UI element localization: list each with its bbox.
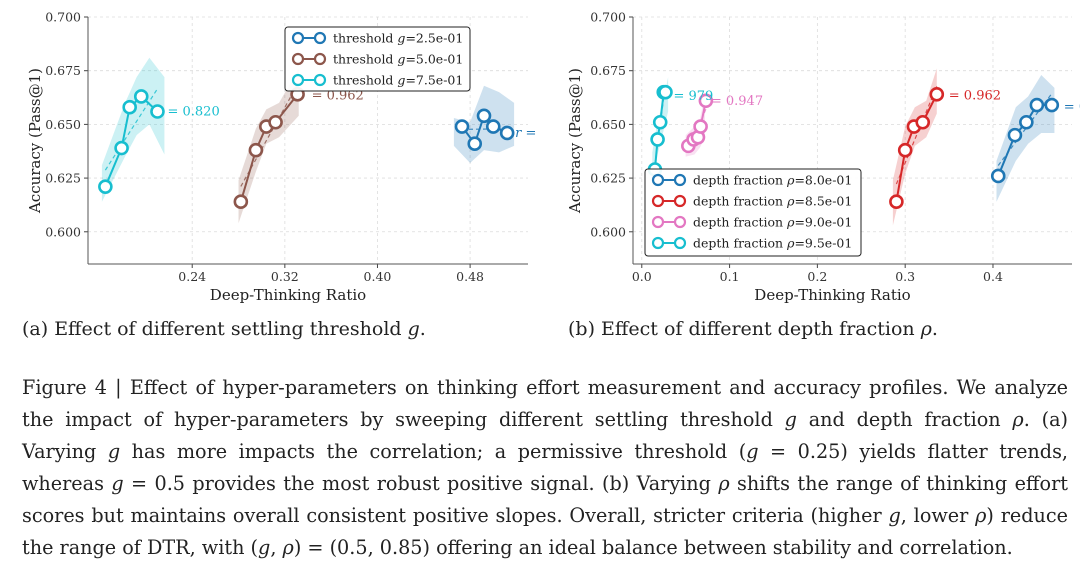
x-tick-label-a: 0.32 bbox=[271, 269, 299, 284]
data-point bbox=[499, 125, 515, 141]
correlation-label: = 979 bbox=[673, 89, 713, 104]
data-point bbox=[98, 179, 113, 194]
y-tick-label-a: 0.650 bbox=[45, 117, 81, 132]
y-axis-title-a: Accuracy (Pass@1) bbox=[26, 68, 44, 214]
x-tick-label-a: 0.40 bbox=[364, 269, 392, 284]
subcaption-b: (b) Effect of different depth fraction ρ… bbox=[568, 318, 938, 340]
legend-marker bbox=[673, 173, 687, 187]
data-point bbox=[454, 119, 470, 134]
legend-marker bbox=[673, 194, 687, 208]
data-point bbox=[929, 87, 945, 102]
x-tick-label-b: 0.3 bbox=[895, 269, 915, 284]
y-tick-label-b: 0.700 bbox=[590, 10, 626, 25]
confidence-band bbox=[238, 68, 299, 224]
legend-entry: depth fraction ρ=9.0e-01 bbox=[693, 215, 852, 230]
correlation-label: = 0.962 bbox=[949, 88, 1001, 103]
data-point bbox=[268, 114, 283, 130]
x-axis-title-a: Deep-Thinking Ratio bbox=[210, 286, 366, 304]
y-axis-title-b: Accuracy (Pass@1) bbox=[566, 68, 584, 214]
data-point bbox=[889, 194, 904, 210]
y-tick-label-a: 0.675 bbox=[45, 63, 81, 78]
subcaption-a: (a) Effect of different settling thresho… bbox=[22, 318, 426, 340]
data-point bbox=[1019, 114, 1034, 130]
legend-marker bbox=[291, 31, 305, 45]
y-tick-label-b: 0.675 bbox=[590, 63, 626, 78]
correlation-label: = 0.820 bbox=[167, 105, 219, 120]
chart-effect-of-threshold: 0.24 0.32 0.40 0.48 0.600 0.625 0.650 0.675 0.70… bbox=[26, 10, 540, 305]
correlation-label: = 0.916 bbox=[1064, 100, 1080, 115]
legend-entry: threshold g=2.5e-01 bbox=[333, 31, 463, 46]
x-tick-label-a: 0.48 bbox=[456, 269, 484, 284]
data-point bbox=[1007, 127, 1023, 143]
data-point bbox=[233, 194, 249, 210]
x-tick-label-b: 0.0 bbox=[632, 269, 652, 284]
y-tick-label-a: 0.625 bbox=[45, 171, 81, 186]
data-point bbox=[658, 84, 673, 100]
data-point bbox=[114, 140, 129, 156]
figure-caption: Figure 4 | Effect of hyper-parameters on… bbox=[22, 372, 1068, 564]
legend-entry: threshold g=7.5e-01 bbox=[333, 73, 463, 88]
y-tick-label-a: 0.700 bbox=[45, 10, 81, 25]
legend-marker bbox=[651, 173, 665, 187]
x-tick-label-a: 0.24 bbox=[178, 269, 206, 284]
data-point bbox=[485, 119, 501, 134]
data-point bbox=[698, 93, 714, 109]
data-point bbox=[1029, 97, 1045, 113]
legend-marker bbox=[651, 194, 665, 208]
y-tick-label-b: 0.625 bbox=[590, 171, 626, 186]
legend-marker bbox=[291, 52, 305, 66]
y-tick-label-b: 0.600 bbox=[590, 224, 626, 239]
x-tick-label-b: 0.2 bbox=[807, 269, 827, 284]
x-tick-label-b: 0.1 bbox=[720, 269, 740, 284]
data-point bbox=[476, 108, 492, 124]
data-point bbox=[1044, 97, 1060, 113]
legend-marker bbox=[673, 215, 687, 229]
data-point bbox=[693, 119, 708, 134]
data-point bbox=[467, 136, 483, 152]
correlation-label: r = 0.012 bbox=[515, 126, 540, 141]
legend-marker bbox=[651, 215, 665, 229]
legend-entry: depth fraction ρ=9.5e-01 bbox=[693, 236, 852, 251]
figure-caption-head: Figure 4 | Effect of hyper-parameters on… bbox=[22, 376, 949, 399]
legend-box-b bbox=[644, 168, 862, 257]
legend-marker bbox=[291, 73, 305, 87]
data-point bbox=[897, 142, 913, 158]
data-point bbox=[990, 168, 1006, 184]
y-tick-label-b: 0.650 bbox=[590, 117, 626, 132]
correlation-label: = 0.947 bbox=[711, 94, 763, 109]
trend-line bbox=[240, 84, 299, 187]
data-point bbox=[652, 114, 668, 130]
legend-marker bbox=[313, 73, 327, 87]
correlation-label: = 0.962 bbox=[312, 88, 364, 103]
legend-marker bbox=[313, 52, 327, 66]
x-axis-title-b: Deep-Thinking Ratio bbox=[754, 286, 910, 304]
data-point bbox=[248, 142, 264, 158]
legend-entry: depth fraction ρ=8.0e-01 bbox=[693, 173, 852, 188]
data-point bbox=[915, 114, 931, 130]
data-point bbox=[122, 99, 137, 115]
chart-effect-of-depth-fraction: 0.0 0.1 0.2 0.3 0.4 0.600 0.625 0.650 0.675 0.700… bbox=[566, 10, 1080, 305]
x-tick-label-b: 0.4 bbox=[983, 269, 1003, 284]
legend-entry: depth fraction ρ=8.5e-01 bbox=[693, 194, 852, 209]
legend-entry: threshold g=5.0e-01 bbox=[333, 52, 463, 67]
legend-marker bbox=[313, 31, 327, 45]
data-point bbox=[150, 104, 165, 119]
confidence-band bbox=[892, 68, 937, 226]
y-tick-label-a: 0.600 bbox=[45, 224, 81, 239]
data-point bbox=[133, 89, 149, 104]
data-point bbox=[650, 132, 665, 147]
legend-box-a bbox=[284, 26, 471, 92]
legend-marker bbox=[673, 236, 687, 250]
figure-caption-body: We analyze the impact of hyper-parameter… bbox=[22, 376, 1069, 559]
confidence-band bbox=[101, 57, 165, 202]
legend-marker bbox=[651, 236, 665, 250]
